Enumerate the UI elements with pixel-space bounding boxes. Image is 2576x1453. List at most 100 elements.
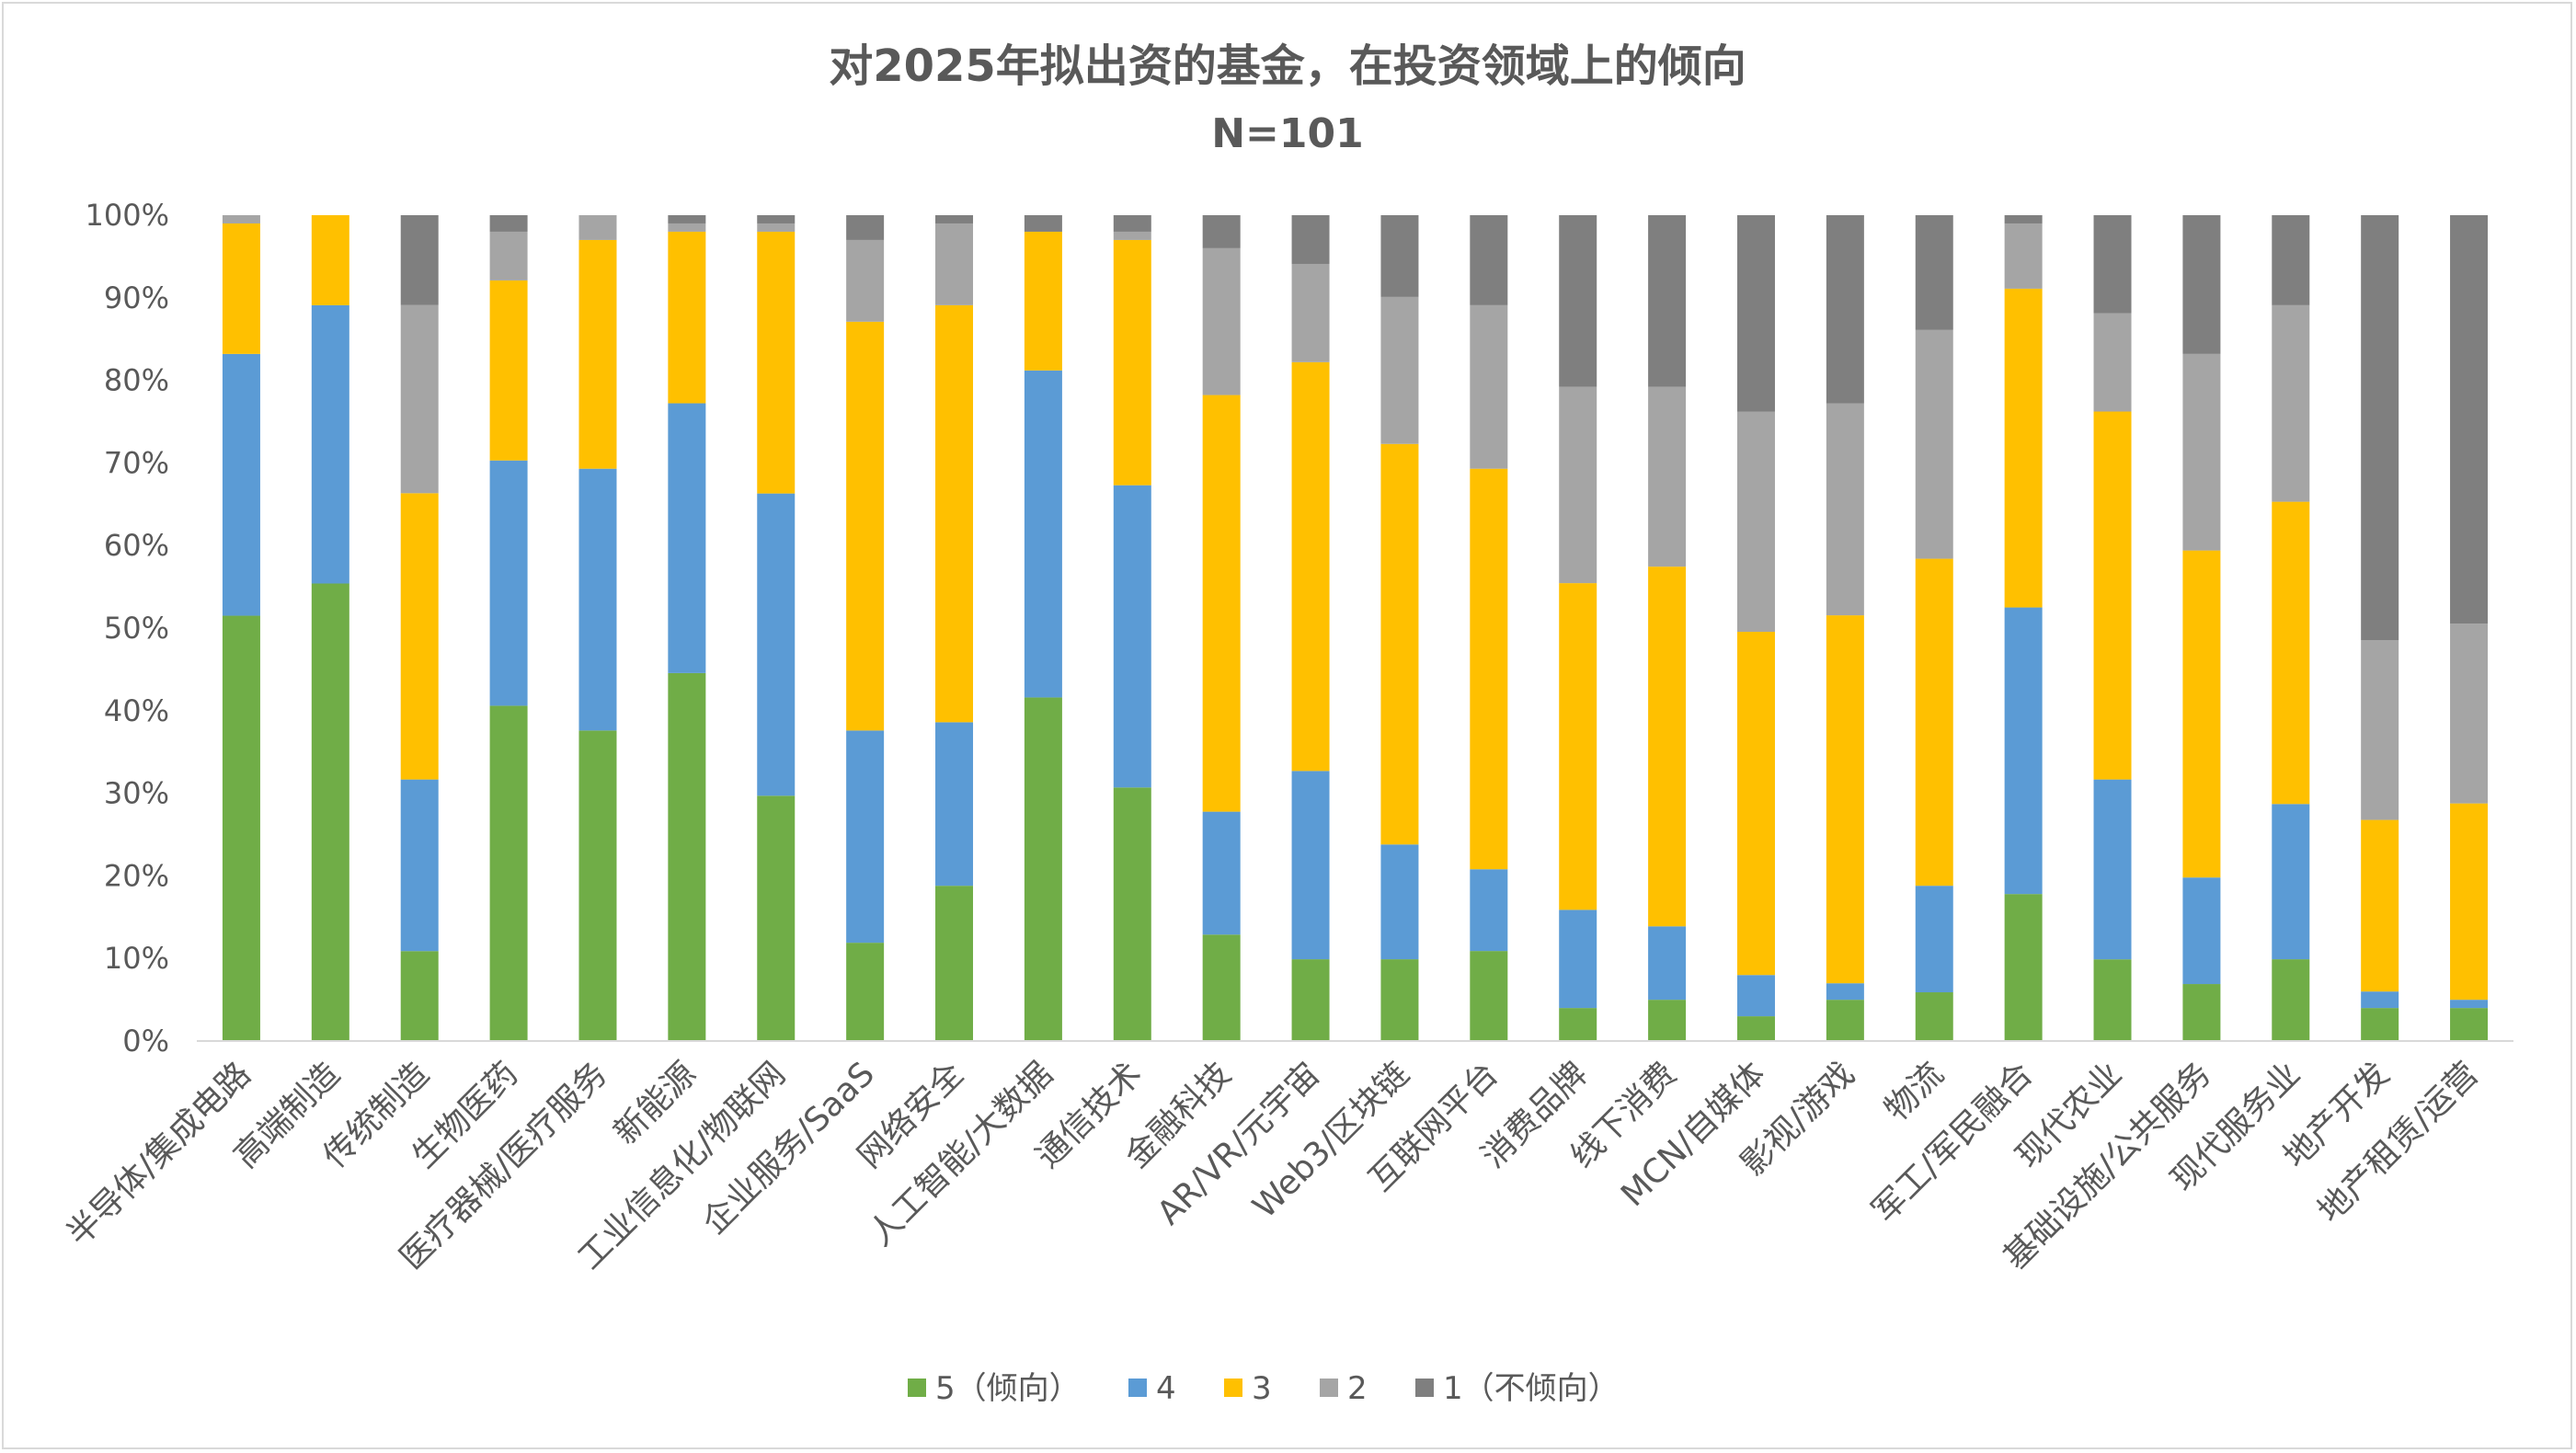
- bar-segment-series-0: [2093, 959, 2132, 1041]
- legend-label: 4: [1156, 1370, 1176, 1407]
- bar-segment-series-3: [2004, 223, 2043, 289]
- bar-segment-series-3: [1826, 403, 1864, 616]
- bar-segment-series-0: [578, 730, 617, 1041]
- bar-segment-series-4: [1915, 215, 1953, 330]
- bar-segment-series-1: [400, 779, 439, 952]
- bar-segment-series-1: [2004, 607, 2043, 895]
- legend-label: 1（不倾向）: [1443, 1370, 1620, 1407]
- bar-segment-series-0: [222, 615, 260, 1041]
- y-tick-label: 80%: [104, 363, 169, 398]
- bar-segment-series-4: [1113, 215, 1151, 232]
- bar-segment-series-2: [1559, 583, 1597, 910]
- bar-segment-series-3: [1291, 263, 1330, 362]
- bar-segment-series-2: [1470, 468, 1508, 870]
- bar-segment-series-2: [1113, 239, 1151, 486]
- bar-segment-series-4: [2004, 215, 2043, 223]
- bar-segment-series-1: [846, 730, 885, 944]
- bar-segment-series-4: [489, 215, 528, 232]
- bar-segment-series-0: [2182, 984, 2221, 1041]
- bar-segment-series-0: [1202, 934, 1241, 1041]
- legend-item: 4: [1128, 1370, 1176, 1407]
- bar-segment-series-3: [2272, 304, 2310, 502]
- bar-segment-series-0: [1291, 959, 1330, 1041]
- bar-segment-series-2: [1736, 632, 1775, 976]
- chart-subtitle: N=101: [1211, 110, 1364, 157]
- bars: [222, 215, 2489, 1041]
- bar-segment-series-2: [489, 280, 528, 461]
- bar-segment-series-2: [1826, 615, 1864, 984]
- bar-segment-series-3: [2361, 640, 2399, 820]
- bar-segment-series-4: [757, 215, 796, 223]
- bar-segment-series-1: [1202, 811, 1241, 935]
- legend-swatch: [1320, 1379, 1338, 1397]
- bar-segment-series-1: [1024, 370, 1062, 698]
- bar-segment-series-3: [578, 215, 617, 240]
- bar-segment-series-3: [1648, 386, 1687, 567]
- bar-segment-series-2: [1291, 361, 1330, 772]
- bar-segment-series-2: [2182, 550, 2221, 878]
- y-tick-label: 30%: [104, 776, 169, 811]
- legend-swatch: [1224, 1379, 1242, 1397]
- legend-label: 5（倾向）: [935, 1370, 1081, 1407]
- bar-segment-series-2: [1380, 443, 1419, 845]
- bar-segment-series-1: [1826, 983, 1864, 1001]
- bar-segment-series-0: [311, 583, 349, 1041]
- legend-item: 2: [1320, 1370, 1368, 1407]
- bar-segment-series-1: [668, 403, 706, 673]
- bar-segment-series-3: [2450, 624, 2489, 804]
- bar-segment-series-2: [1915, 558, 1953, 887]
- x-tick-label: 地产租赁/运营: [2311, 1055, 2486, 1230]
- bar-segment-series-1: [578, 468, 617, 731]
- bar-segment-series-0: [1559, 1008, 1597, 1041]
- bar-segment-series-3: [846, 239, 885, 322]
- bar-segment-series-1: [757, 493, 796, 796]
- bar-segment-series-2: [400, 493, 439, 780]
- bar-segment-series-4: [1380, 215, 1419, 297]
- bar-segment-series-4: [400, 215, 439, 305]
- bar-segment-series-4: [1559, 215, 1597, 387]
- bar-segment-series-4: [1736, 215, 1775, 412]
- x-axis: 半导体/集成电路高端制造传统制造生物医药医疗器械/医疗服务新能源工业信息化/物联…: [60, 1040, 2513, 1277]
- bar-segment-series-3: [1470, 304, 1508, 469]
- bar-segment-series-4: [1648, 215, 1687, 387]
- legend-swatch: [1415, 1379, 1434, 1397]
- legend: 5（倾向） 4 3 2 1（不倾向）: [908, 1370, 1620, 1407]
- x-tick-label: 半导体/集成电路: [60, 1055, 258, 1253]
- bar-segment-series-2: [2093, 411, 2132, 780]
- bar-segment-series-0: [2361, 1008, 2399, 1041]
- bar-segment-series-4: [2182, 215, 2221, 354]
- bar-segment-series-2: [846, 321, 885, 731]
- bar-segment-series-4: [1024, 215, 1062, 232]
- bar-segment-series-2: [1648, 566, 1687, 927]
- legend-label: 3: [1252, 1370, 1272, 1407]
- bar-segment-series-0: [1113, 787, 1151, 1041]
- bar-segment-series-3: [668, 223, 706, 232]
- bar-segment-series-4: [935, 215, 974, 223]
- bar-segment-series-3: [2093, 313, 2132, 412]
- bar-segment-series-1: [1736, 975, 1775, 1017]
- y-tick-label: 20%: [104, 858, 169, 893]
- bar-segment-series-0: [1915, 992, 1953, 1041]
- bar-segment-series-1: [2272, 804, 2310, 960]
- y-tick-label: 50%: [104, 611, 169, 646]
- bar-segment-series-0: [935, 886, 974, 1041]
- bar-segment-series-4: [1470, 215, 1508, 305]
- bar-segment-series-4: [1202, 215, 1241, 248]
- bar-segment-series-1: [2361, 991, 2399, 1009]
- bar-segment-series-2: [222, 223, 260, 354]
- bar-segment-series-2: [2450, 803, 2489, 1001]
- bar-segment-series-3: [222, 215, 260, 223]
- y-tick-label: 70%: [104, 445, 169, 480]
- legend-swatch: [1128, 1379, 1147, 1397]
- bar-segment-series-0: [2450, 1008, 2489, 1041]
- bar-segment-series-3: [400, 304, 439, 494]
- bar-segment-series-2: [1202, 395, 1241, 812]
- bar-segment-series-3: [1113, 231, 1151, 240]
- bar-segment-series-2: [2361, 819, 2399, 992]
- bar-segment-series-1: [2182, 877, 2221, 985]
- bar-segment-series-2: [935, 304, 974, 723]
- bar-segment-series-2: [2272, 501, 2310, 805]
- bar-segment-series-1: [1470, 869, 1508, 952]
- bar-segment-series-1: [2450, 1000, 2489, 1009]
